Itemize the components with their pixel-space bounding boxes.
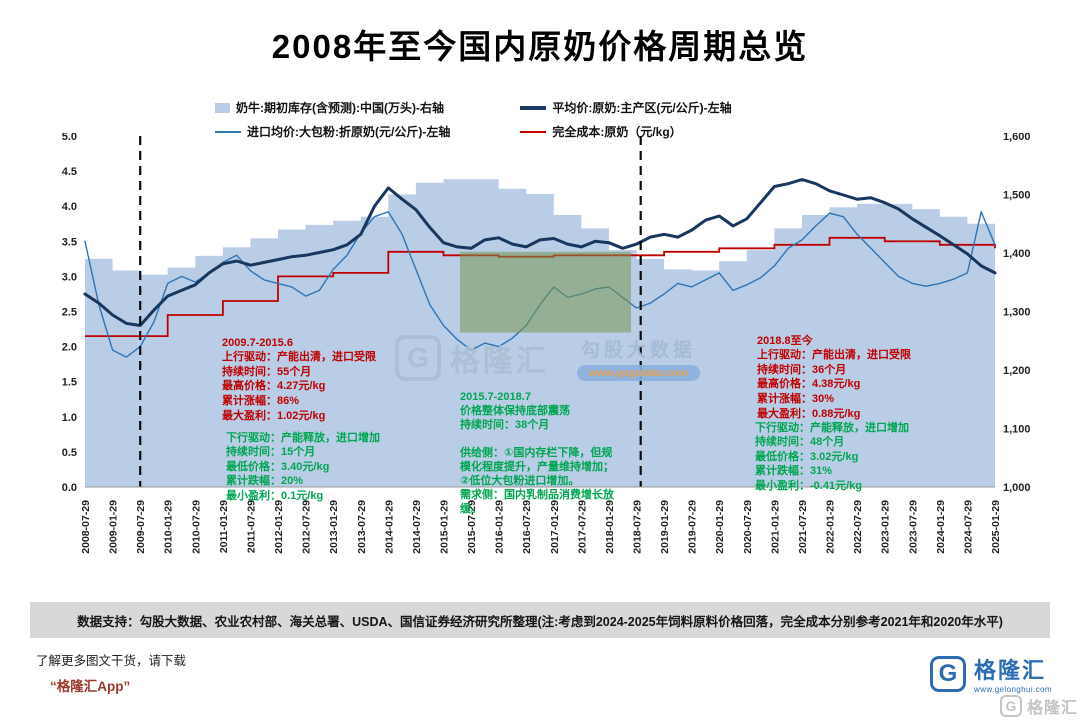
footer-promo-text: 了解更多图文干货，请下载 — [36, 654, 187, 668]
svg-text:1,200: 1,200 — [1003, 365, 1031, 377]
data-source-bar: 数据支持：勾股大数据、农业农村部、海关总署、USDA、国信证券经济研究所整理(注… — [30, 602, 1050, 638]
corner-watermark: G 格隆汇 — [999, 694, 1078, 718]
svg-text:2016-07-29: 2016-07-29 — [521, 500, 533, 554]
svg-text:1,600: 1,600 — [1003, 133, 1031, 143]
svg-text:0.5: 0.5 — [62, 447, 77, 459]
watermark-product: 勾股大数据 — [580, 340, 696, 361]
watermark-brand: 格隆汇 — [450, 345, 549, 378]
annotation-body: 下行驱动：产能释放，进口增加 持续时间：48个月 最低价格：3.02元/kg 累… — [755, 421, 909, 492]
svg-text:2009-07-29: 2009-07-29 — [135, 500, 147, 554]
svg-text:2.5: 2.5 — [62, 307, 77, 319]
svg-text:0.0: 0.0 — [62, 482, 77, 494]
annotation-body: 上行驱动：产能出清，进口受限 持续时间：55个月 最高价格：4.27元/kg 累… — [222, 351, 376, 422]
annotation-period: 2009.7-2015.6 — [222, 336, 293, 349]
svg-text:2010-07-29: 2010-07-29 — [190, 500, 202, 554]
svg-text:2023-07-29: 2023-07-29 — [907, 500, 919, 554]
svg-text:2015-07-29: 2015-07-29 — [466, 500, 478, 554]
legend-label-import-price: 进口均价:大包粉:折原奶(元/公斤)-左轴 — [247, 125, 451, 139]
legend-label-inventory: 奶牛:期初库存(含预测):中国(万头)-右轴 — [236, 101, 444, 115]
annotation-period: 2015.7-2018.7 — [460, 391, 531, 403]
legend-label-cost: 完全成本:原奶（元/kg） — [552, 125, 682, 139]
legend-line-swatch-icon — [520, 105, 547, 110]
svg-text:1.5: 1.5 — [62, 377, 77, 389]
gelonghui-footer-logo: G 格隆汇 www.gelonghui.com — [930, 653, 1052, 694]
svg-text:2020-07-29: 2020-07-29 — [742, 500, 754, 554]
footer-app-name: “格隆汇App” — [50, 679, 131, 694]
gelonghui-brand: 格隆汇 — [974, 658, 1047, 683]
corner-logo-icon: G — [999, 695, 1022, 717]
svg-text:2008-07-29: 2008-07-29 — [80, 500, 92, 554]
watermark-url: www.gogudata.com — [577, 365, 700, 381]
gelonghui-url: www.gelonghui.com — [974, 685, 1052, 694]
svg-text:2021-07-29: 2021-07-29 — [797, 500, 809, 554]
page-title: 2008年至今国内原奶价格周期总览 — [271, 28, 809, 65]
price-chart-svg: 0.0 0.5 1.0 1.5 2.0 2.5 3.0 3.5 4.0 4.5 5.0 1,000 1,… — [62, 133, 1031, 554]
svg-text:2025-01-29: 2025-01-29 — [990, 500, 1002, 554]
svg-text:2013-07-29: 2013-07-29 — [356, 500, 368, 554]
svg-text:1.0: 1.0 — [62, 412, 77, 424]
annotation-cycle2-up: 2018.8至今上行驱动：产能出清，进口受限 持续时间：36个月 最高价格：4.… — [757, 319, 957, 421]
svg-text:2.0: 2.0 — [62, 342, 77, 354]
svg-text:2024-07-29: 2024-07-29 — [962, 500, 974, 554]
annotation-body: 下行驱动：产能释放，进口增加 持续时间：15个月 最低价格：3.40元/kg 累… — [226, 431, 380, 502]
legend-item-cost: 完全成本:原奶（元/kg） — [520, 123, 731, 140]
svg-text:2014-07-29: 2014-07-29 — [411, 500, 423, 554]
svg-text:2014-01-29: 2014-01-29 — [383, 500, 395, 554]
svg-text:2013-01-29: 2013-01-29 — [328, 500, 340, 554]
legend-label-avg-price: 平均价:原奶:主产区(元/公斤)-左轴 — [552, 101, 732, 115]
svg-text:2021-01-29: 2021-01-29 — [769, 500, 781, 554]
watermark: G 格隆汇 勾股大数据 www.gogudata.com — [395, 335, 700, 381]
legend-item-avg-price: 平均价:原奶:主产区(元/公斤)-左轴 — [520, 99, 732, 116]
svg-text:2011-07-29: 2011-07-29 — [246, 500, 258, 553]
annotation-bottoming-phase: 2015.7-2018.7 价格整体保持底部震荡 持续时间：38个月 供给侧：①国… — [460, 376, 623, 516]
svg-text:1,000: 1,000 — [1003, 482, 1031, 494]
svg-text:2018-07-29: 2018-07-29 — [632, 500, 644, 554]
annotation-cycle1-down: 下行驱动：产能释放，进口增加 持续时间：15个月 最低价格：3.40元/kg 累… — [226, 416, 426, 504]
watermark-divider — [562, 335, 564, 381]
svg-text:1,100: 1,100 — [1003, 424, 1031, 436]
svg-text:1,400: 1,400 — [1003, 248, 1031, 260]
svg-text:2024-01-29: 2024-01-29 — [935, 500, 947, 554]
svg-text:2022-01-29: 2022-01-29 — [825, 500, 837, 554]
svg-text:2022-07-29: 2022-07-29 — [852, 500, 864, 554]
gelonghui-brand-block: 格隆汇 www.gelonghui.com — [974, 653, 1052, 694]
svg-text:2019-01-29: 2019-01-29 — [659, 500, 671, 554]
svg-text:2020-01-29: 2020-01-29 — [714, 500, 726, 554]
watermark-product-block: 勾股大数据 www.gogudata.com — [577, 335, 700, 381]
svg-text:2012-01-29: 2012-01-29 — [273, 500, 285, 554]
svg-text:2009-01-29: 2009-01-29 — [108, 500, 120, 554]
svg-text:4.5: 4.5 — [62, 166, 77, 178]
annotation-body: 价格整体保持底部震荡 持续时间：38个月 供给侧：①国内存栏下降，但规模化程度提… — [460, 405, 614, 515]
annotation-period: 2018.8至今 — [757, 334, 813, 347]
svg-text:2015-01-29: 2015-01-29 — [439, 500, 451, 554]
legend-line-swatch-icon — [520, 130, 547, 133]
corner-brand: 格隆汇 — [1026, 700, 1078, 717]
annotation-cycle2-down: 下行驱动：产能释放，进口增加 持续时间：48个月 最低价格：3.02元/kg 累… — [755, 406, 955, 494]
svg-text:2016-01-29: 2016-01-29 — [494, 500, 506, 554]
gogudata-logo-icon: G — [395, 335, 441, 381]
legend-item-import-price: 进口均价:大包粉:折原奶(元/公斤)-左轴 — [215, 123, 450, 140]
legend-item-inventory: 奶牛:期初库存(含预测):中国(万头)-右轴 — [215, 99, 450, 116]
svg-text:2023-01-29: 2023-01-29 — [880, 500, 892, 554]
svg-text:3.0: 3.0 — [62, 271, 77, 283]
svg-text:1,300: 1,300 — [1003, 307, 1031, 319]
svg-text:4.0: 4.0 — [62, 201, 77, 213]
svg-text:2018-01-29: 2018-01-29 — [604, 500, 616, 554]
annotation-cycle1-up: 2009.7-2015.6 上行驱动：产能出清，进口受限 持续时间：55个月 最高… — [222, 321, 422, 423]
svg-text:2010-01-29: 2010-01-29 — [163, 500, 175, 554]
svg-text:2019-07-29: 2019-07-29 — [687, 500, 699, 554]
legend-area-swatch-icon — [215, 102, 230, 113]
svg-text:2017-01-29: 2017-01-29 — [549, 500, 561, 554]
gelonghui-logo-icon: G — [930, 655, 966, 692]
svg-text:2012-07-29: 2012-07-29 — [301, 500, 313, 554]
svg-text:2011-01-29: 2011-01-29 — [218, 500, 230, 553]
svg-text:3.5: 3.5 — [62, 236, 77, 248]
annotation-body: 上行驱动：产能出清，进口受限 持续时间：36个月 最高价格：4.38元/kg 累… — [757, 349, 911, 420]
legend-line-swatch-icon — [215, 130, 241, 133]
svg-text:1,500: 1,500 — [1003, 190, 1031, 202]
svg-text:5.0: 5.0 — [62, 133, 77, 143]
svg-text:2017-07-29: 2017-07-29 — [576, 500, 588, 554]
chart-legend: 奶牛:期初库存(含预测):中国(万头)-右轴 平均价:原奶:主产区(元/公斤)-… — [215, 99, 732, 140]
